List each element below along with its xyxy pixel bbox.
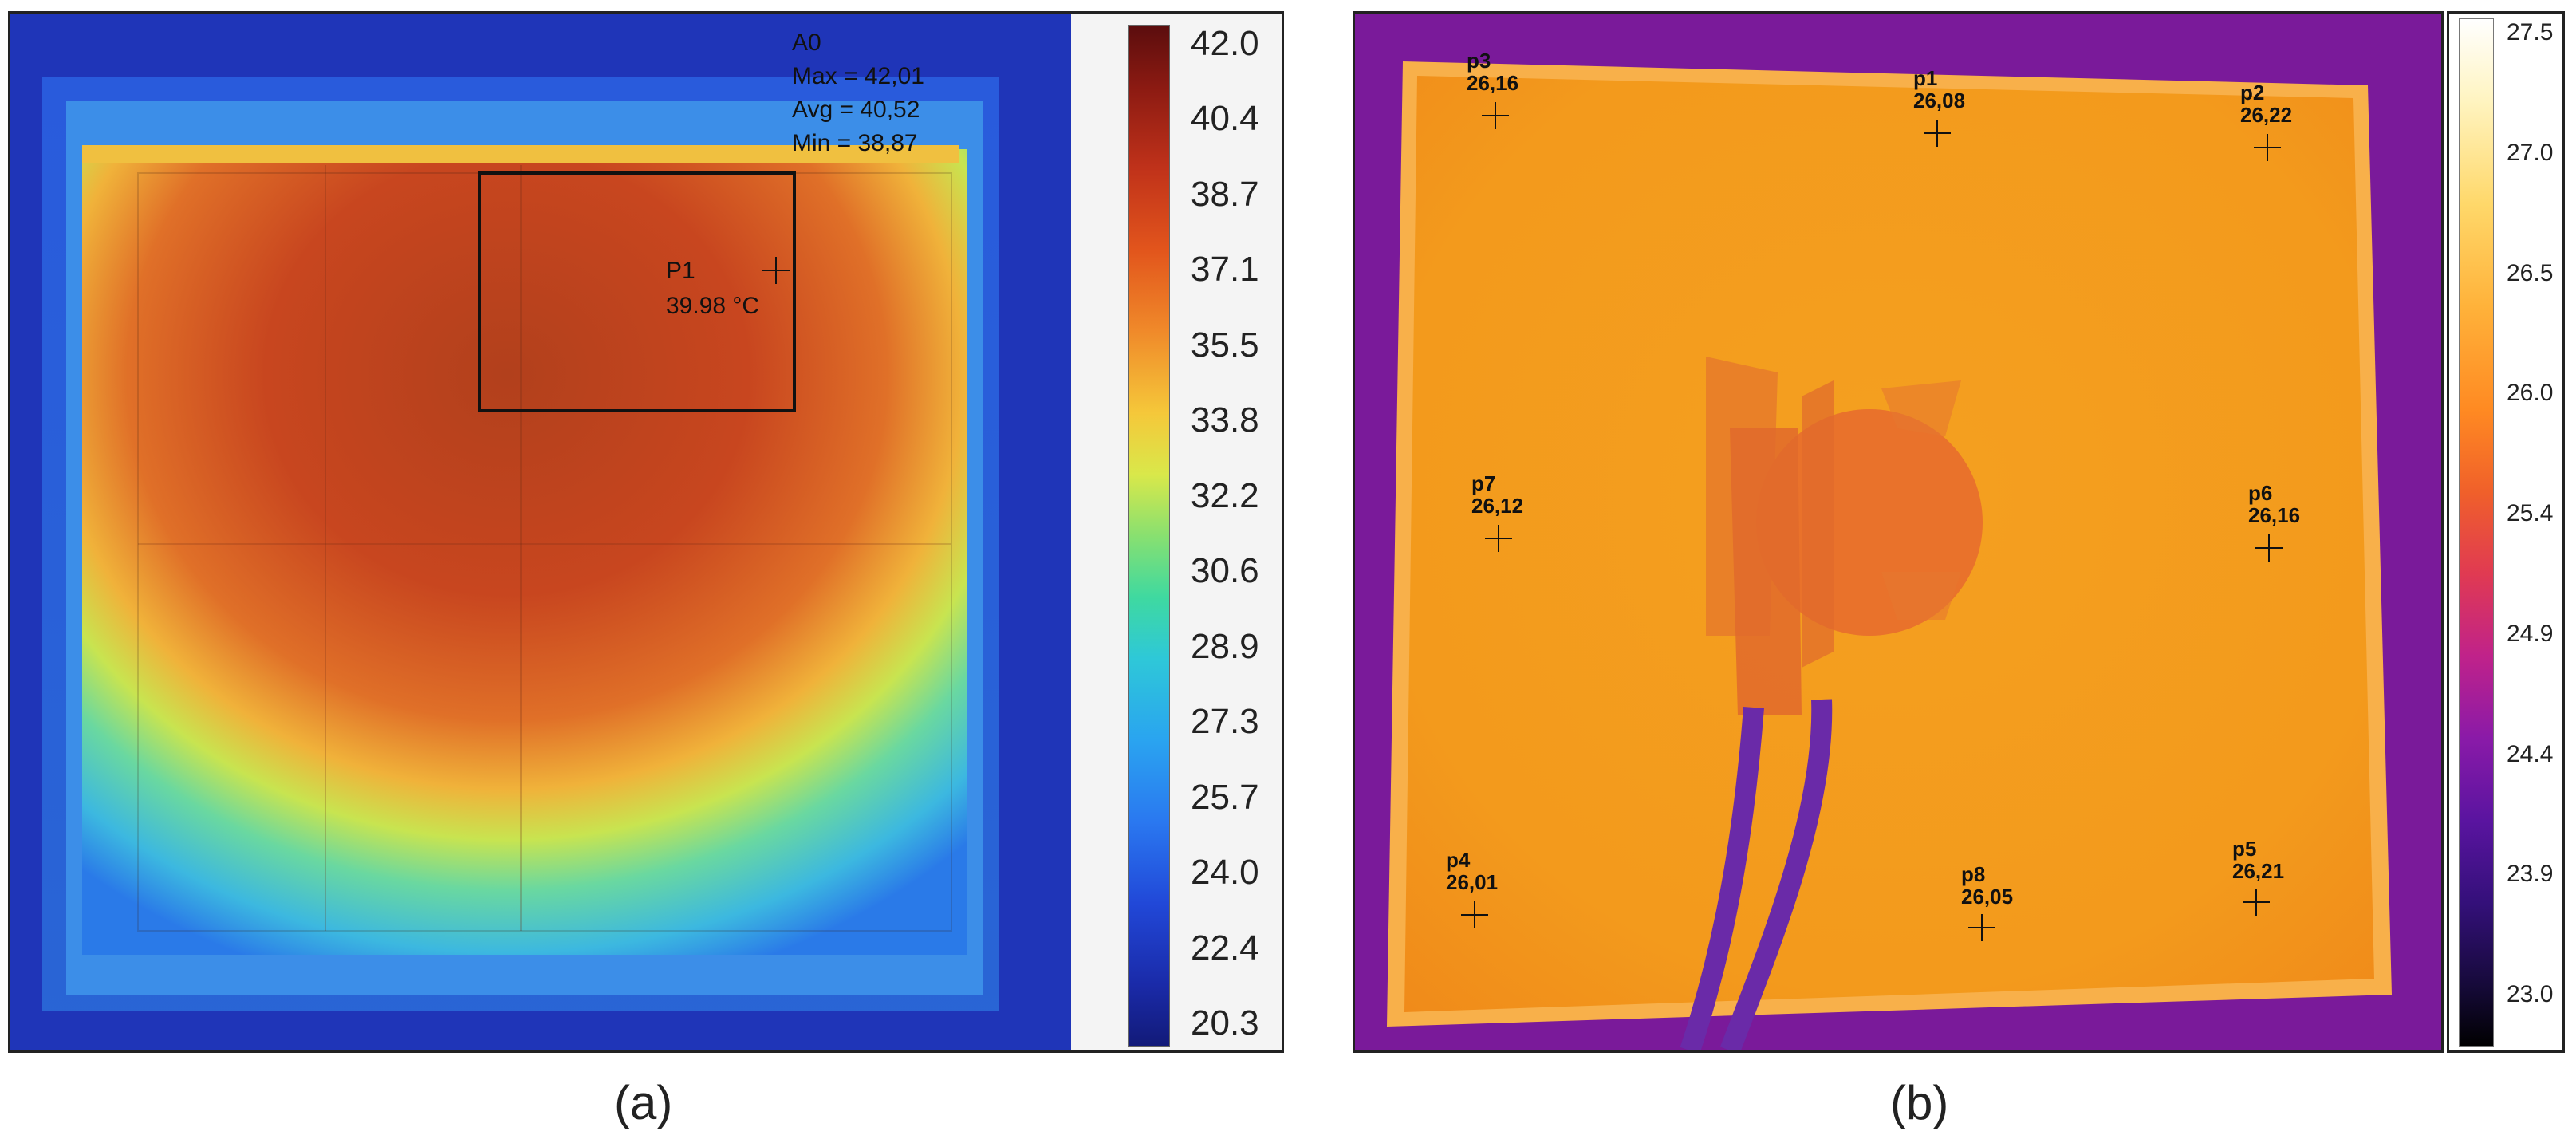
thermal-image-panel-a: A0 Max = 42,01 Avg = 40,52 Min = 38,87 P… <box>8 11 1284 1053</box>
thermal-image-panel-b: p3 26,16 p1 26,08 p2 26,22 p7 26,12 p6 26,16 p4 26,… <box>1353 11 2565 1053</box>
thermal-heatmap-b <box>1355 14 2441 1050</box>
thermal-image-a: A0 Max = 42,01 Avg = 40,52 Min = 38,87 P… <box>10 14 1071 1050</box>
point-p4-value: 26,01 <box>1446 870 1499 894</box>
point-p1-label: P1 <box>666 258 695 284</box>
point-p8-crosshair-icon <box>1968 914 1995 941</box>
point-p7-value: 26,12 <box>1471 494 1524 518</box>
point-p7-label: p7 <box>1471 471 1496 495</box>
caption-a: (a) <box>614 1076 673 1129</box>
point-p1-crosshair-icon <box>762 257 790 284</box>
point-p5-value: 26,21 <box>2232 859 2285 883</box>
scale-a-tick-label: 42.0 <box>1191 24 1259 63</box>
scale-a-tick-label: 28.9 <box>1191 626 1259 666</box>
scale-b-tick-label: 27.0 <box>2507 139 2554 166</box>
point-p4-crosshair-icon <box>1461 901 1488 928</box>
color-scale-b: 27.5 27.0 26.5 26.0 25.4 24.9 24.4 23.9 23.0 <box>2447 11 2565 1053</box>
color-scale-a: 42.0 40.4 38.7 37.1 35.5 33.8 32.2 30.6 28.9 27.3… <box>1071 14 1282 1050</box>
scale-a-tick-label: 40.4 <box>1191 99 1259 139</box>
roi-max-label: Max = 42,01 <box>792 63 924 89</box>
scale-a-tick-label: 22.4 <box>1191 928 1259 968</box>
scale-a-tick-label: 33.8 <box>1191 400 1259 440</box>
color-scale-bar-b <box>2459 18 2494 1047</box>
roi-avg-label: Avg = 40,52 <box>792 97 920 123</box>
scale-a-tick-label: 24.0 <box>1191 853 1259 893</box>
caption-b: (b) <box>1890 1076 1949 1129</box>
scale-a-tick-label: 38.7 <box>1191 174 1259 214</box>
roi-name-label: A0 <box>792 30 821 56</box>
point-p6-label: p6 <box>2248 481 2273 505</box>
point-p2-label: p2 <box>2240 81 2265 104</box>
point-p1-value: 39.98 °C <box>666 293 760 319</box>
scale-a-tick-label: 20.3 <box>1191 1003 1259 1043</box>
point-p1-value: 26,08 <box>1913 89 1966 112</box>
scale-a-tick-label: 27.3 <box>1191 702 1259 742</box>
point-p8-value: 26,05 <box>1961 885 2014 909</box>
point-p6-crosshair-icon <box>2255 534 2283 562</box>
scale-b-tick-label: 25.4 <box>2507 500 2554 526</box>
scale-b-tick-label: 26.5 <box>2507 259 2554 286</box>
point-p5-crosshair-icon <box>2243 889 2270 916</box>
scale-a-tick-label: 37.1 <box>1191 250 1259 290</box>
point-p6-value: 26,16 <box>2248 503 2301 527</box>
point-p5-label: p5 <box>2232 837 2257 861</box>
thermal-image-b: p3 26,16 p1 26,08 p2 26,22 p7 26,12 p6 26,16 p4 26,… <box>1353 11 2444 1053</box>
point-p1-crosshair-icon <box>1924 120 1951 147</box>
point-p1-label: p1 <box>1913 66 1938 90</box>
scale-b-tick-label: 24.4 <box>2507 740 2554 767</box>
scale-b-tick-label: 27.5 <box>2507 19 2554 45</box>
point-p3-label: p3 <box>1467 49 1491 73</box>
scale-a-tick-label: 25.7 <box>1191 777 1259 817</box>
point-p4-label: p4 <box>1446 848 1471 872</box>
thermal-heatmap-a <box>10 14 1071 1050</box>
scale-b-tick-label: 26.0 <box>2507 380 2554 407</box>
color-scale-bar-a <box>1128 25 1170 1047</box>
point-p2-value: 26,22 <box>2240 103 2293 127</box>
roi-min-label: Min = 38,87 <box>792 130 918 156</box>
point-p3-value: 26,16 <box>1467 71 1519 95</box>
roi-rectangle <box>478 171 796 412</box>
point-p2-crosshair-icon <box>2254 134 2281 161</box>
scale-a-tick-label: 30.6 <box>1191 551 1259 591</box>
scale-b-tick-label: 24.9 <box>2507 620 2554 647</box>
scale-b-tick-label: 23.0 <box>2507 981 2554 1007</box>
scale-b-tick-label: 23.9 <box>2507 861 2554 888</box>
point-p3-crosshair-icon <box>1482 102 1509 129</box>
scale-a-tick-label: 35.5 <box>1191 325 1259 365</box>
point-p8-label: p8 <box>1961 862 1986 886</box>
scale-a-tick-label: 32.2 <box>1191 475 1259 515</box>
point-p7-crosshair-icon <box>1485 525 1512 552</box>
